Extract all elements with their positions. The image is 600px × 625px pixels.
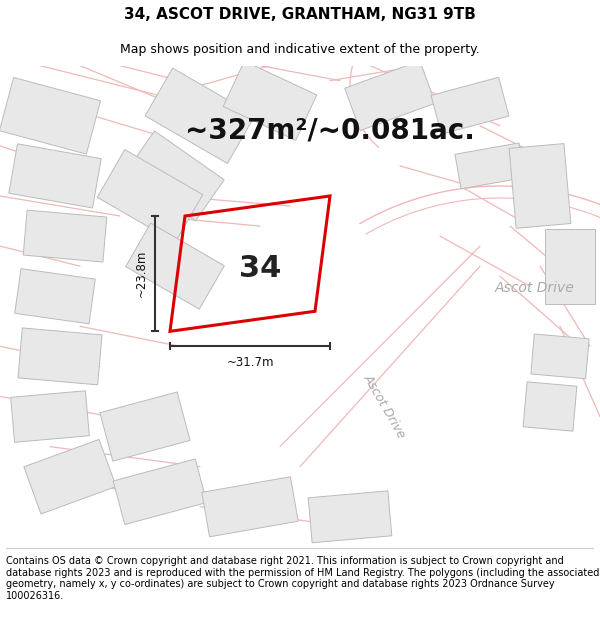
Polygon shape <box>545 229 595 304</box>
Polygon shape <box>113 459 207 524</box>
Polygon shape <box>23 210 107 262</box>
Polygon shape <box>455 143 525 189</box>
Polygon shape <box>223 61 317 141</box>
Polygon shape <box>9 144 101 208</box>
Polygon shape <box>531 334 589 379</box>
Text: ~31.7m: ~31.7m <box>226 356 274 369</box>
Text: Ascot Drive: Ascot Drive <box>495 281 575 295</box>
Polygon shape <box>100 392 190 461</box>
Polygon shape <box>145 68 255 164</box>
Polygon shape <box>431 78 509 134</box>
Polygon shape <box>97 149 203 242</box>
Polygon shape <box>11 391 89 442</box>
Text: ~23.8m: ~23.8m <box>134 250 148 298</box>
Polygon shape <box>345 61 435 131</box>
Polygon shape <box>24 439 116 514</box>
Polygon shape <box>509 144 571 228</box>
Text: 34, ASCOT DRIVE, GRANTHAM, NG31 9TB: 34, ASCOT DRIVE, GRANTHAM, NG31 9TB <box>124 7 476 22</box>
Polygon shape <box>15 269 95 324</box>
Text: Map shows position and indicative extent of the property.: Map shows position and indicative extent… <box>120 42 480 56</box>
Polygon shape <box>308 491 392 542</box>
Text: ~327m²/~0.081ac.: ~327m²/~0.081ac. <box>185 117 475 145</box>
Text: 34: 34 <box>239 254 281 283</box>
Polygon shape <box>523 382 577 431</box>
Polygon shape <box>18 328 102 385</box>
Polygon shape <box>0 78 101 154</box>
Polygon shape <box>202 477 298 537</box>
Polygon shape <box>125 223 224 309</box>
Text: Ascot Drive: Ascot Drive <box>361 372 409 441</box>
Polygon shape <box>126 131 224 221</box>
Text: Contains OS data © Crown copyright and database right 2021. This information is : Contains OS data © Crown copyright and d… <box>6 556 599 601</box>
